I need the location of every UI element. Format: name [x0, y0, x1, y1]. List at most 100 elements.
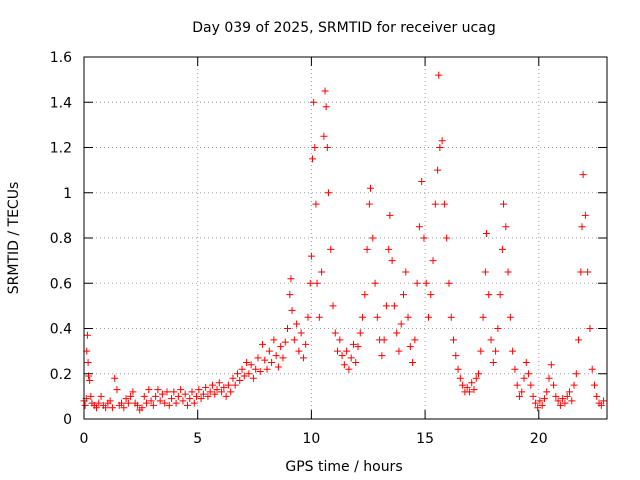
data-point — [402, 268, 410, 276]
data-point — [202, 383, 210, 391]
data-point — [170, 388, 178, 396]
data-point — [304, 313, 312, 321]
data-point — [307, 252, 315, 260]
data-point — [309, 155, 317, 163]
data-point — [565, 388, 573, 396]
data-point — [174, 392, 182, 400]
data-point — [570, 381, 578, 389]
data-point — [347, 354, 355, 362]
data-point — [345, 365, 353, 373]
data-point — [500, 200, 508, 208]
data-point — [522, 358, 530, 366]
data-point — [361, 291, 369, 299]
data-point — [588, 365, 596, 373]
x-tick-label: 15 — [416, 431, 434, 447]
data-point — [179, 397, 187, 405]
data-point — [295, 347, 303, 355]
data-point — [534, 404, 542, 412]
data-point — [404, 313, 412, 321]
data-point — [287, 275, 295, 283]
data-point — [600, 397, 608, 405]
data-point — [312, 200, 320, 208]
data-point — [279, 354, 287, 362]
data-point — [349, 340, 357, 348]
data-point — [531, 399, 539, 407]
data-point — [492, 347, 500, 355]
data-point — [552, 392, 560, 400]
data-point — [106, 397, 114, 405]
y-axis-label: SRMTID / TECUs — [6, 182, 22, 295]
data-point — [463, 383, 471, 391]
data-point — [418, 177, 426, 185]
data-point — [181, 390, 189, 398]
data-point — [577, 268, 585, 276]
y-axis-tick-labels: 0 0.2 0.4 0.6 0.8 1 1.2 1.4 1.6 — [50, 50, 72, 428]
data-point — [281, 338, 289, 346]
data-point — [334, 347, 342, 355]
data-point — [525, 370, 533, 378]
data-point — [447, 313, 455, 321]
data-point — [369, 234, 377, 242]
data-point — [559, 395, 567, 403]
data-point — [527, 381, 535, 389]
data-point — [472, 374, 480, 382]
data-point — [152, 392, 160, 400]
data-point — [506, 313, 514, 321]
data-point — [578, 223, 586, 231]
data-point — [434, 166, 442, 174]
data-point — [489, 358, 497, 366]
data-point — [545, 374, 553, 382]
data-point — [227, 388, 235, 396]
data-point — [95, 399, 103, 407]
data-point — [124, 399, 132, 407]
data-point — [485, 291, 493, 299]
data-point — [378, 352, 386, 360]
data-point — [108, 404, 116, 412]
data-point — [352, 358, 360, 366]
data-point — [435, 71, 443, 79]
data-point — [213, 386, 221, 394]
data-point — [343, 347, 351, 355]
data-point — [272, 352, 280, 360]
data-point — [293, 320, 301, 328]
data-point — [579, 171, 587, 179]
data-point — [581, 211, 589, 219]
data-point — [487, 336, 495, 344]
data-point — [261, 356, 269, 364]
data-point — [468, 379, 476, 387]
data-points — [80, 71, 608, 414]
data-point — [236, 377, 244, 385]
data-point — [363, 245, 371, 253]
data-point — [245, 370, 253, 378]
data-point — [163, 388, 171, 396]
data-point — [252, 365, 260, 373]
x-tick-label: 0 — [80, 431, 89, 447]
data-point — [409, 358, 417, 366]
chart-title: Day 039 of 2025, SRMTID for receiver uca… — [192, 20, 495, 36]
data-point — [465, 388, 473, 396]
data-point — [143, 399, 151, 407]
data-point — [513, 381, 521, 389]
data-point — [496, 291, 504, 299]
data-point — [388, 257, 396, 265]
data-point — [373, 313, 381, 321]
data-point — [321, 87, 329, 95]
data-point — [318, 268, 326, 276]
data-point — [229, 374, 237, 382]
data-point — [393, 329, 401, 337]
data-point — [561, 399, 569, 407]
data-point — [149, 401, 157, 409]
data-point — [385, 245, 393, 253]
data-point — [593, 392, 601, 400]
data-point — [568, 397, 576, 405]
y-tick-label: 0.4 — [50, 322, 72, 338]
data-point — [413, 279, 421, 287]
data-point — [161, 399, 169, 407]
data-point — [459, 381, 467, 389]
data-point — [199, 390, 207, 398]
data-point — [299, 354, 307, 362]
data-point — [133, 401, 141, 409]
data-point — [84, 358, 92, 366]
data-point — [509, 347, 517, 355]
data-point — [188, 388, 196, 396]
